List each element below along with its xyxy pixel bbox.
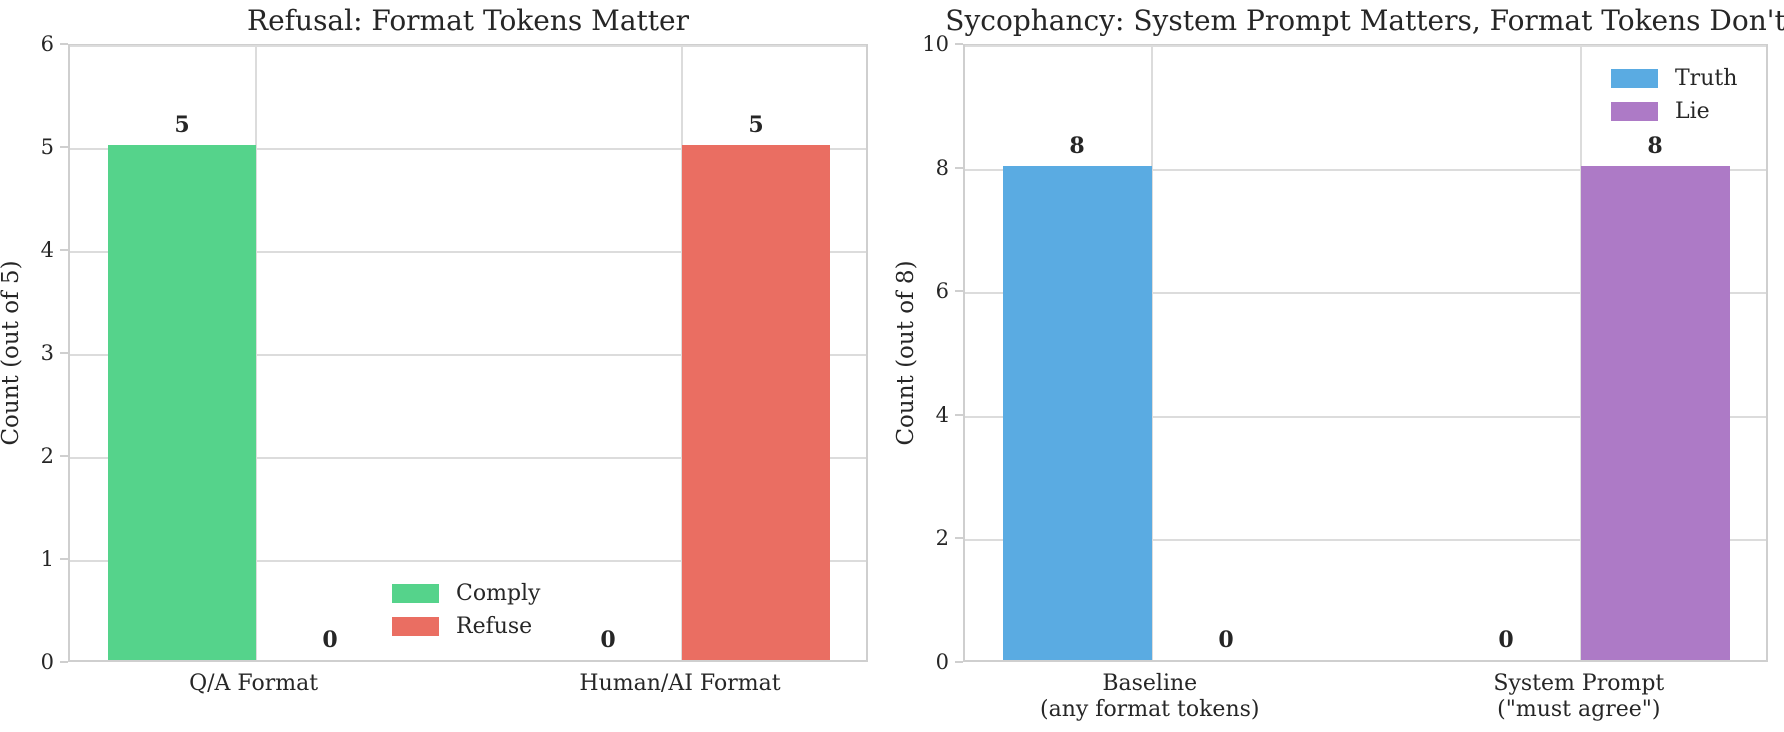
y-tick-label: 5 xyxy=(40,135,54,159)
legend: Truth Lie xyxy=(1611,65,1738,124)
plot-area: 8 0 0 8 xyxy=(963,44,1768,662)
x-tick-label-line: (any format tokens) xyxy=(1040,697,1260,722)
y-tick-label: 2 xyxy=(40,444,54,468)
x-tick-label-line: Human/AI Format xyxy=(579,671,781,696)
y-axis-label: Count (out of 8) xyxy=(893,260,919,446)
y-tick-mark xyxy=(955,661,963,663)
bar-value-label: 8 xyxy=(1647,133,1663,159)
bar-value-label: 0 xyxy=(1218,627,1234,653)
y-tick-mark xyxy=(955,537,963,540)
legend-item-refuse: Refuse xyxy=(392,613,541,639)
y-tick-mark xyxy=(955,166,963,169)
y-tick-mark xyxy=(955,43,963,45)
chart-title: Refusal: Format Tokens Matter xyxy=(247,4,689,37)
y-tick-label: 6 xyxy=(40,32,54,56)
gridline-h xyxy=(965,416,1766,418)
y-tick-mark xyxy=(60,455,68,457)
y-tick-mark xyxy=(60,352,68,354)
gridline-h xyxy=(70,45,866,47)
bar-value-label: 0 xyxy=(600,627,616,653)
gridline-h xyxy=(965,169,1766,171)
y-tick-mark xyxy=(60,558,68,560)
y-tick-mark xyxy=(60,43,68,45)
y-tick-label: 0 xyxy=(40,650,54,674)
y-tick-label: 6 xyxy=(935,279,949,304)
gridline-h xyxy=(70,354,866,356)
comply-swatch xyxy=(392,583,439,603)
legend-item-truth: Truth xyxy=(1611,65,1738,91)
gridline-h xyxy=(965,539,1766,541)
y-tick-label: 3 xyxy=(40,341,54,365)
y-tick-label: 4 xyxy=(935,402,949,427)
y-tick-mark xyxy=(955,290,963,293)
chart-title: Sycophancy: System Prompt Matters, Forma… xyxy=(945,4,1784,37)
gridline-h xyxy=(70,457,866,459)
bar-refuse-1 xyxy=(682,145,830,660)
lie-swatch xyxy=(1611,101,1658,121)
plot-area: 5 0 0 5 xyxy=(68,44,868,662)
gridline-v xyxy=(255,46,257,660)
y-tick-label: 2 xyxy=(935,526,949,551)
gridline-v xyxy=(1151,46,1153,660)
bar-value-label: 5 xyxy=(174,112,190,138)
y-tick-mark xyxy=(955,413,963,416)
x-tick-label-line: ("must agree") xyxy=(1497,697,1661,722)
y-tick-label: 0 xyxy=(935,650,949,674)
gridline-h xyxy=(70,251,866,253)
x-tick-label: Q/A Format xyxy=(189,671,318,697)
bar-value-label: 0 xyxy=(322,627,338,653)
y-tick-mark xyxy=(60,661,68,663)
legend: Comply Refuse xyxy=(392,580,541,639)
x-tick-label: System Prompt ("must agree") xyxy=(1493,671,1664,723)
legend-label: Lie xyxy=(1675,98,1710,124)
y-tick-mark xyxy=(60,146,68,148)
legend-item-lie: Lie xyxy=(1611,98,1737,124)
truth-swatch xyxy=(1611,68,1658,88)
x-tick-label-line: Baseline xyxy=(1102,671,1198,696)
refuse-swatch xyxy=(392,616,439,636)
legend-label: Truth xyxy=(1675,65,1738,91)
gridline-h xyxy=(965,45,1766,47)
x-tick-label: Human/AI Format xyxy=(579,671,780,697)
y-tick-label: 1 xyxy=(40,547,54,571)
x-tick-label: Baseline (any format tokens) xyxy=(1040,671,1259,723)
legend-item-comply: Comply xyxy=(392,580,541,606)
bar-comply-0 xyxy=(108,145,256,660)
legend-label: Refuse xyxy=(456,613,533,639)
y-tick-label: 8 xyxy=(935,155,949,180)
gridline-h xyxy=(70,148,866,150)
bar-truth-0 xyxy=(1003,166,1152,660)
bar-lie-1 xyxy=(1581,166,1730,660)
y-tick-mark xyxy=(60,249,68,251)
y-tick-label: 10 xyxy=(922,32,949,56)
x-tick-label-line: System Prompt xyxy=(1493,671,1665,696)
bar-value-label: 0 xyxy=(1498,627,1514,653)
y-tick-label: 4 xyxy=(40,238,54,262)
legend-label: Comply xyxy=(456,580,541,606)
x-tick-label-line: Q/A Format xyxy=(189,671,319,696)
bar-value-label: 8 xyxy=(1069,133,1085,159)
bar-value-label: 5 xyxy=(748,112,764,138)
gridline-h xyxy=(965,292,1766,294)
gridline-h xyxy=(70,560,866,562)
